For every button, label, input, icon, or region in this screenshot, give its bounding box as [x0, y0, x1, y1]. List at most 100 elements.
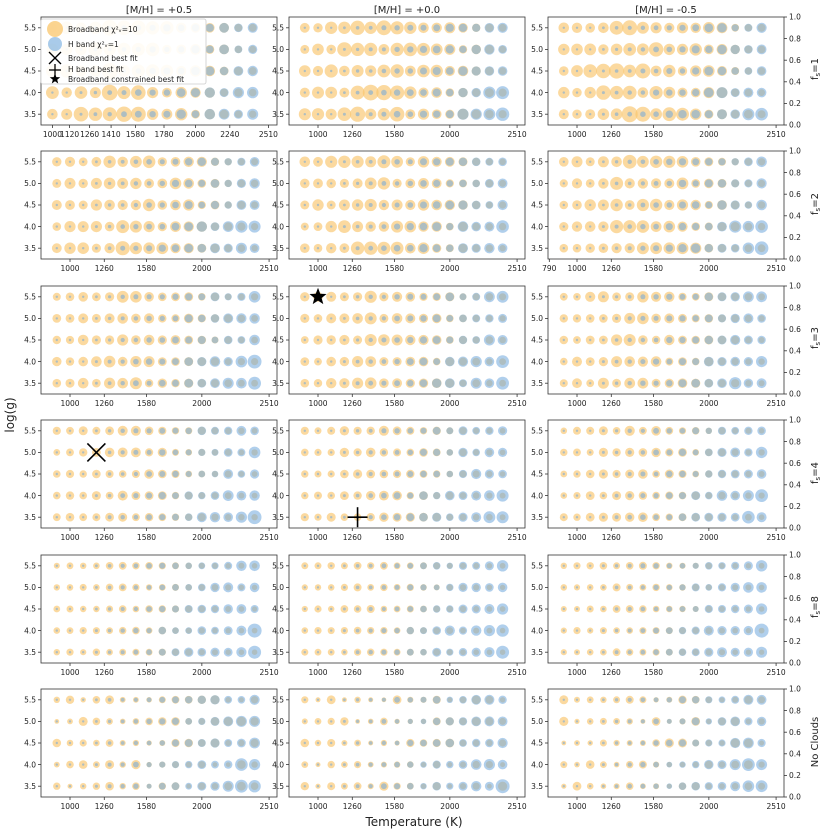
- hband-marker: [495, 107, 510, 121]
- hband-marker: [108, 295, 112, 299]
- hband-marker: [432, 512, 442, 522]
- hband-marker: [484, 469, 494, 479]
- hband-marker: [94, 515, 98, 519]
- hband-marker: [483, 511, 496, 524]
- hband-marker: [94, 650, 98, 654]
- hband-marker: [236, 313, 247, 324]
- hband-marker: [679, 761, 686, 768]
- hband-marker: [146, 294, 152, 300]
- hband-marker: [614, 246, 619, 250]
- hband-marker: [133, 358, 139, 365]
- hband-marker: [356, 181, 360, 185]
- hband-marker: [471, 512, 482, 523]
- hband-marker: [575, 360, 579, 363]
- hband-marker: [730, 737, 741, 749]
- y-tick-label: 4.5: [24, 336, 36, 345]
- hband-marker: [756, 87, 767, 98]
- hband-marker: [316, 113, 320, 116]
- hband-marker: [498, 695, 507, 704]
- hband-marker: [716, 87, 728, 99]
- hband-marker: [82, 160, 85, 163]
- x-tick-label: 1000: [567, 264, 586, 273]
- hband-marker: [107, 762, 112, 767]
- hband-marker: [471, 625, 482, 636]
- hband-marker: [407, 761, 414, 768]
- x-tick-label: 1260: [602, 399, 621, 408]
- hband-marker: [446, 760, 454, 769]
- hband-marker: [407, 336, 414, 344]
- hband-marker: [394, 471, 400, 477]
- hband-marker: [224, 179, 232, 188]
- right-tick-label: 0.0: [789, 659, 801, 668]
- hband-marker: [472, 336, 481, 344]
- hband-marker: [679, 358, 686, 366]
- y-tick-label: 5.5: [531, 696, 543, 705]
- hband-marker: [82, 225, 85, 228]
- hband-marker: [743, 604, 753, 614]
- hband-marker: [679, 584, 686, 591]
- hband-marker: [458, 626, 468, 635]
- hband-marker: [355, 246, 360, 251]
- hband-marker: [602, 48, 605, 51]
- hband-marker: [82, 317, 85, 320]
- hband-marker: [342, 381, 346, 385]
- hband-marker: [743, 737, 754, 749]
- hband-marker: [133, 224, 139, 230]
- hband-marker: [55, 629, 58, 632]
- x-tick-label: 2510: [260, 533, 279, 542]
- right-tick-label: 0.0: [789, 390, 801, 399]
- hband-marker: [236, 490, 247, 501]
- hband-marker: [471, 200, 481, 210]
- hband-marker: [483, 759, 495, 771]
- hband-marker: [703, 356, 714, 367]
- x-tick-label: 1580: [644, 668, 663, 677]
- hband-marker: [653, 783, 659, 789]
- hband-marker: [248, 780, 261, 793]
- hband-marker: [93, 112, 98, 117]
- hband-marker: [602, 720, 605, 723]
- hband-marker: [692, 696, 700, 704]
- hband-marker: [497, 22, 508, 33]
- hband-marker: [640, 697, 646, 703]
- y-tick-label: 4.0: [272, 626, 284, 635]
- hband-marker: [303, 91, 306, 94]
- hband-marker: [303, 607, 306, 611]
- y-tick-label: 5.0: [272, 583, 284, 592]
- hband-marker: [602, 698, 605, 702]
- hband-marker: [445, 157, 454, 166]
- hband-marker: [755, 489, 768, 502]
- hband-marker: [614, 181, 619, 186]
- hband-marker: [223, 512, 233, 522]
- hband-marker: [368, 181, 373, 186]
- hband-marker: [149, 111, 156, 118]
- hband-marker: [204, 87, 215, 98]
- hband-marker: [197, 378, 207, 388]
- right-tick-label: 0.6: [789, 459, 801, 468]
- hband-marker: [68, 607, 72, 611]
- hband-marker: [472, 292, 481, 301]
- hband-marker: [210, 716, 220, 726]
- hband-marker: [562, 629, 565, 632]
- hband-marker: [184, 491, 193, 500]
- hband-marker: [575, 741, 579, 745]
- y-tick-label: 5.5: [272, 158, 284, 167]
- hband-marker: [185, 760, 193, 769]
- hband-marker: [197, 695, 206, 704]
- hband-marker: [744, 426, 753, 435]
- hband-marker: [445, 490, 455, 501]
- hband-marker: [184, 222, 193, 231]
- y-tick-label: 5.5: [272, 562, 284, 571]
- hband-marker: [614, 450, 619, 455]
- hband-marker: [159, 202, 165, 208]
- hband-marker: [316, 698, 320, 701]
- hband-marker: [691, 717, 700, 726]
- hband-marker: [459, 179, 467, 188]
- hband-marker: [420, 605, 427, 613]
- hband-marker: [445, 738, 455, 748]
- hband-marker: [589, 317, 592, 320]
- right-tick-label: 0.4: [789, 212, 801, 221]
- hband-marker: [484, 604, 495, 614]
- hband-marker: [471, 66, 481, 76]
- hband-marker: [472, 738, 481, 748]
- hband-marker: [484, 356, 495, 367]
